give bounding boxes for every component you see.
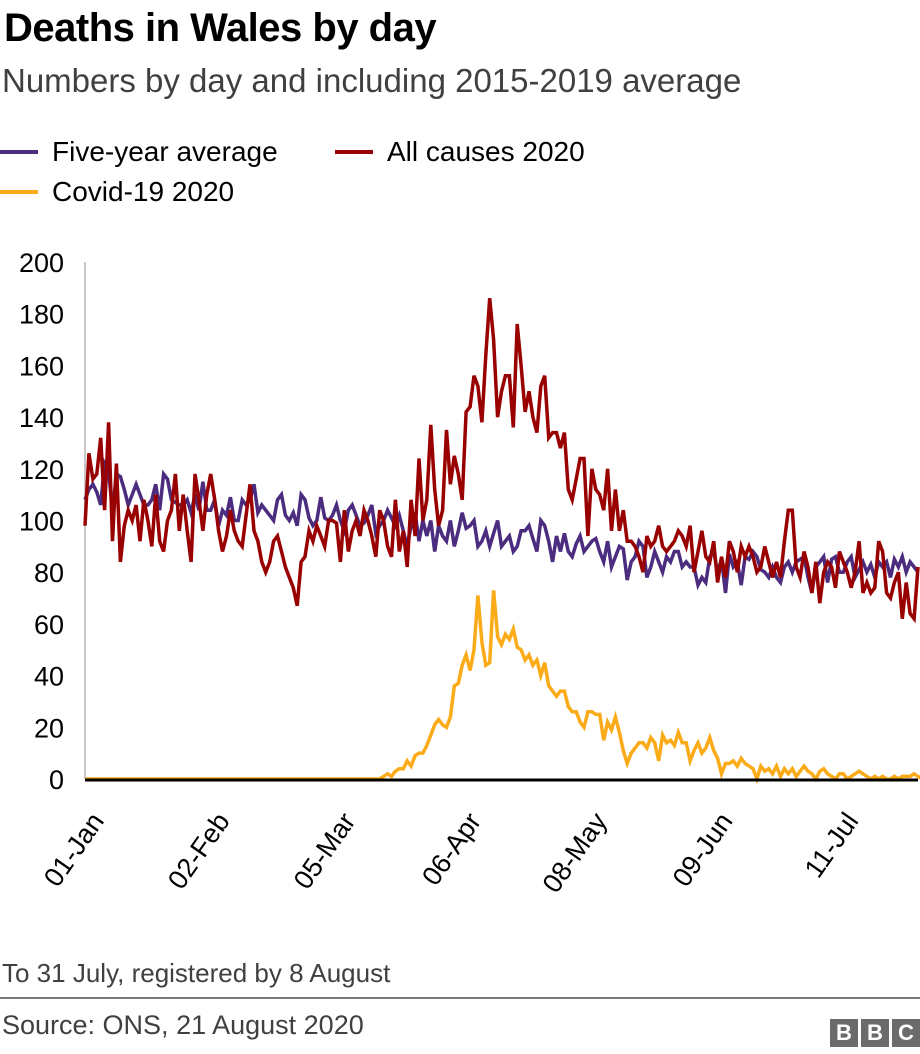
legend-label: All causes 2020 xyxy=(387,136,585,167)
bbc-logo-letter: B xyxy=(861,1019,889,1047)
footnote: To 31 July, registered by 8 August xyxy=(2,958,391,988)
series-lines xyxy=(83,298,920,785)
legend-item-covid-19-2020: Covid-19 2020 xyxy=(0,176,234,208)
chart-title: Deaths in Wales by day xyxy=(4,6,437,50)
line-chart: 0 20 40 60 80 100 120 140 160 180 200 01-Jan 02-Feb… xyxy=(19,248,920,898)
y-tick-label: 120 xyxy=(19,455,64,485)
legend-swatch-covid-19-2020 xyxy=(0,190,38,194)
y-tick-label: 20 xyxy=(34,713,64,743)
bbc-logo-letter: C xyxy=(892,1019,920,1047)
y-axis-ticks: 0 20 40 60 80 100 120 140 160 180 200 xyxy=(19,248,64,795)
footer-divider xyxy=(0,997,920,999)
chart-subtitle: Numbers by day and including 2015-2019 a… xyxy=(2,62,742,99)
y-tick-label: 100 xyxy=(19,507,64,537)
x-tick-label: 01-Jan xyxy=(38,807,110,892)
legend-swatch-all-causes-2020 xyxy=(335,150,373,154)
y-tick-label: 80 xyxy=(34,558,64,588)
x-tick-label: 09-Jun xyxy=(667,807,739,892)
y-tick-label: 60 xyxy=(34,610,64,640)
y-tick-label: 180 xyxy=(19,300,64,330)
x-axis-ticks: 01-Jan 02-Feb 05-Mar 06-Apr 08-May 09-Jun 11-J… xyxy=(38,807,864,898)
legend-item-all-causes-2020: All causes 2020 xyxy=(335,136,585,168)
y-tick-label: 0 xyxy=(49,765,64,795)
series-line-five-year-average xyxy=(83,457,920,594)
legend-label: Covid-19 2020 xyxy=(52,176,235,207)
x-tick-label: 06-Apr xyxy=(416,807,487,891)
bbc-logo-letter: B xyxy=(830,1019,858,1047)
legend-label: Five-year average xyxy=(52,136,278,167)
series-line-covid-19-2020 xyxy=(85,590,920,785)
legend-item-five-year-average: Five-year average xyxy=(0,136,278,168)
y-tick-label: 140 xyxy=(19,403,64,433)
x-tick-label: 08-May xyxy=(537,807,614,898)
y-tick-label: 40 xyxy=(34,662,64,692)
y-tick-label: 160 xyxy=(19,351,64,381)
x-tick-label: 05-Mar xyxy=(288,807,362,894)
x-tick-label: 11-Jul xyxy=(799,807,865,883)
source-text: Source: ONS, 21 August 2020 xyxy=(2,1010,364,1040)
legend-swatch-five-year-average xyxy=(0,150,38,154)
y-tick-label: 200 xyxy=(19,248,64,278)
series-line-all-causes-2020 xyxy=(83,298,920,624)
x-tick-label: 02-Feb xyxy=(162,807,236,894)
bbc-logo: B B C xyxy=(830,1019,920,1047)
